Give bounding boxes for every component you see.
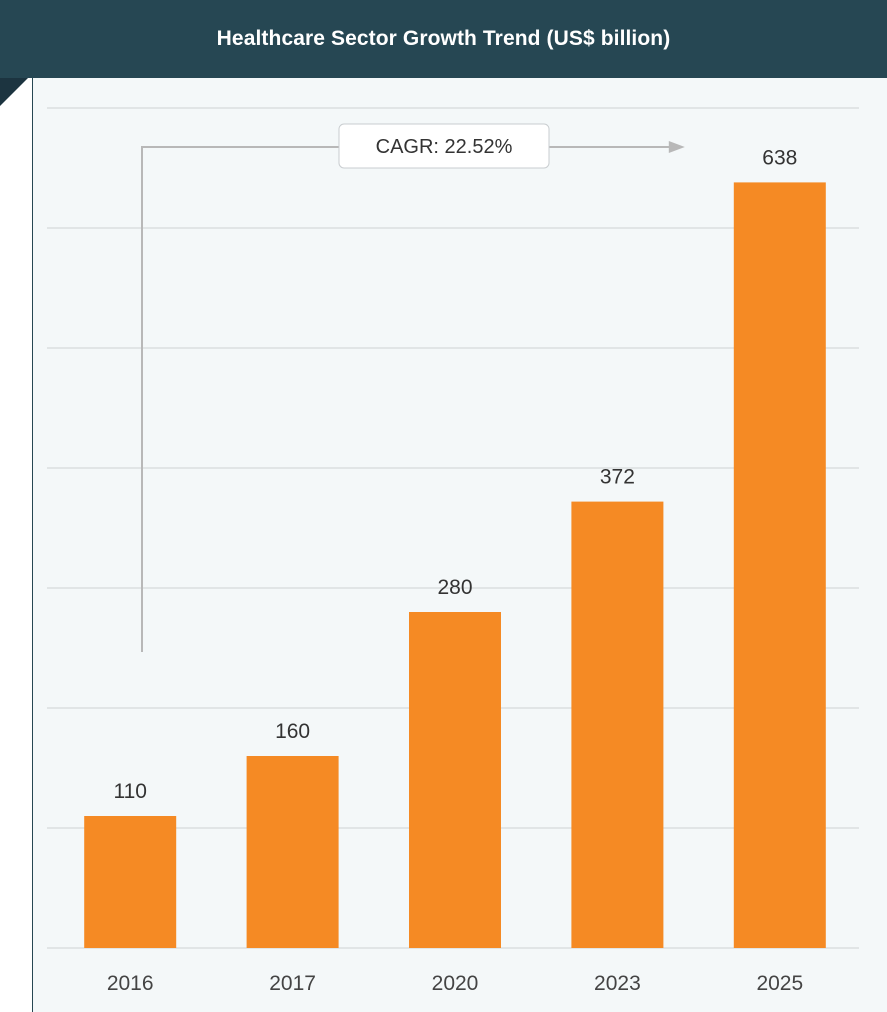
x-tick-2020: 2020	[432, 972, 479, 995]
cagr-label: CAGR: 22.52%	[376, 136, 513, 158]
bar-2017	[246, 756, 339, 948]
bars	[84, 182, 826, 948]
data-label-2023: 372	[600, 466, 635, 489]
bar-chart: 110 160 280 372 638 2016 2017 2020 2023 2025 CAG…	[47, 107, 859, 995]
x-tick-labels: 2016 2017 2020 2023 2025	[107, 972, 803, 995]
x-tick-2016: 2016	[107, 972, 154, 995]
bar-2016	[84, 816, 177, 948]
x-tick-2023: 2023	[594, 972, 641, 995]
x-tick-2025: 2025	[756, 972, 803, 995]
bar-2025	[733, 182, 826, 948]
bar-2020	[409, 612, 501, 948]
chart-title: Healthcare Sector Growth Trend (US$ bill…	[216, 27, 671, 50]
data-label-2020: 280	[437, 576, 472, 599]
data-label-2025: 638	[762, 146, 797, 169]
data-labels: 110 160 280 372 638	[113, 146, 797, 803]
header-fold-corner	[0, 78, 28, 106]
data-label-2016: 110	[113, 780, 146, 803]
cagr-annotation: CAGR: 22.52%	[338, 123, 550, 169]
cagr-box-frame	[338, 123, 550, 169]
bar-2023	[571, 501, 664, 948]
chart-header: Healthcare Sector Growth Trend (US$ bill…	[0, 0, 887, 78]
data-label-2017: 160	[275, 720, 310, 743]
chart-panel: 110 160 280 372 638 2016 2017 2020 2023 2025 CAG…	[32, 78, 887, 1012]
cagr-arrow-head	[668, 141, 685, 153]
x-tick-2017: 2017	[269, 972, 316, 995]
